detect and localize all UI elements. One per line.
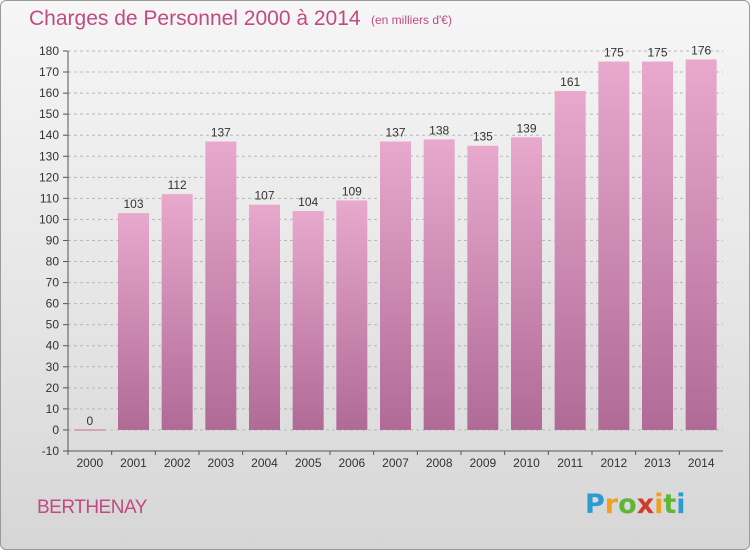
y-tick-label: 120 bbox=[39, 170, 59, 184]
x-tick-label: 2005 bbox=[295, 456, 322, 470]
data-label: 103 bbox=[123, 197, 143, 211]
axis-layer: -10 0 10 20 30 40 50 60 70 80 90 100 110 120 130 140 150… bbox=[39, 44, 723, 470]
x-tick-label: 2014 bbox=[688, 456, 715, 470]
x-tick-label: 2010 bbox=[513, 456, 540, 470]
bar bbox=[423, 139, 455, 430]
place-name: BERTHENAY bbox=[37, 497, 147, 518]
y-tick-label: 80 bbox=[46, 255, 60, 269]
label-layer: 0 103 112 137 107 104 109 137 138 135 139 161 175 175… bbox=[86, 43, 711, 428]
data-label: 175 bbox=[604, 46, 624, 60]
logo-letter: o bbox=[618, 489, 637, 520]
x-tick-label: 2000 bbox=[76, 456, 103, 470]
y-tick-label: 170 bbox=[39, 65, 59, 79]
y-tick-label: 20 bbox=[46, 381, 60, 395]
data-label: 109 bbox=[342, 184, 362, 198]
x-tick-label: 2007 bbox=[382, 456, 409, 470]
bar bbox=[161, 194, 193, 430]
y-tick-label: 140 bbox=[39, 128, 59, 142]
logo-letter: r bbox=[604, 489, 619, 520]
x-tick-label: 2001 bbox=[120, 456, 147, 470]
data-label: 107 bbox=[254, 189, 274, 203]
data-label: 137 bbox=[385, 126, 405, 140]
x-tick-label: 2003 bbox=[207, 456, 234, 470]
data-label: 137 bbox=[211, 126, 231, 140]
bar bbox=[205, 141, 237, 430]
data-label: 112 bbox=[168, 178, 187, 192]
y-tick-label: 160 bbox=[39, 86, 59, 100]
x-tick-label: 2013 bbox=[644, 456, 671, 470]
x-tick-label: 2009 bbox=[469, 456, 496, 470]
logo-letter: i bbox=[676, 489, 686, 520]
y-tick-label: 180 bbox=[39, 44, 59, 58]
x-tick-label: 2012 bbox=[600, 456, 627, 470]
y-tick-label: 60 bbox=[46, 297, 60, 311]
bar bbox=[292, 211, 324, 430]
data-label: 138 bbox=[429, 123, 449, 137]
logo-letter: x bbox=[636, 489, 655, 520]
data-label: 135 bbox=[473, 130, 493, 144]
x-tick-label: 2008 bbox=[426, 456, 453, 470]
logo-letter: t bbox=[663, 489, 677, 520]
y-tick-label: 10 bbox=[46, 402, 60, 416]
data-label: 0 bbox=[86, 414, 93, 428]
bar bbox=[336, 200, 368, 430]
bar bbox=[554, 91, 586, 430]
y-tick-label: 130 bbox=[39, 149, 59, 163]
y-tick-label: 70 bbox=[46, 276, 60, 290]
y-tick-label: 110 bbox=[40, 191, 59, 205]
bar bbox=[642, 61, 673, 430]
chart-title: Charges de Personnel 2000 à 2014 bbox=[29, 7, 361, 30]
chart-subtitle: (en milliers d'€) bbox=[371, 13, 452, 27]
bar-layer bbox=[74, 59, 717, 431]
logo-letter: i bbox=[654, 489, 664, 520]
x-tick-label: 2011 bbox=[557, 456, 583, 470]
bar bbox=[511, 137, 542, 430]
bar bbox=[598, 61, 630, 430]
y-tick-label: 90 bbox=[46, 233, 60, 247]
data-label: 139 bbox=[516, 121, 536, 135]
bar bbox=[249, 204, 280, 430]
x-tick-label: 2004 bbox=[251, 456, 278, 470]
y-tick-label: -10 bbox=[42, 444, 60, 458]
bar bbox=[380, 141, 411, 430]
y-tick-label: 30 bbox=[46, 360, 60, 374]
y-tick-label: 40 bbox=[46, 339, 60, 353]
x-tick-label: 2006 bbox=[338, 456, 365, 470]
bar bbox=[467, 145, 499, 430]
data-label: 161 bbox=[560, 75, 580, 89]
y-tick-label: 100 bbox=[39, 212, 59, 226]
data-label: 104 bbox=[298, 195, 318, 209]
data-label: 176 bbox=[691, 43, 711, 57]
y-tick-label: 0 bbox=[52, 423, 59, 437]
data-label: 175 bbox=[647, 46, 667, 60]
logo-letter: P bbox=[585, 489, 605, 520]
x-tick-label: 2002 bbox=[164, 456, 191, 470]
bar bbox=[118, 213, 149, 430]
bar bbox=[685, 59, 717, 430]
y-tick-label: 150 bbox=[39, 107, 59, 121]
proxiti-logo: Proxiti bbox=[585, 489, 686, 520]
y-tick-label: 50 bbox=[46, 318, 60, 332]
